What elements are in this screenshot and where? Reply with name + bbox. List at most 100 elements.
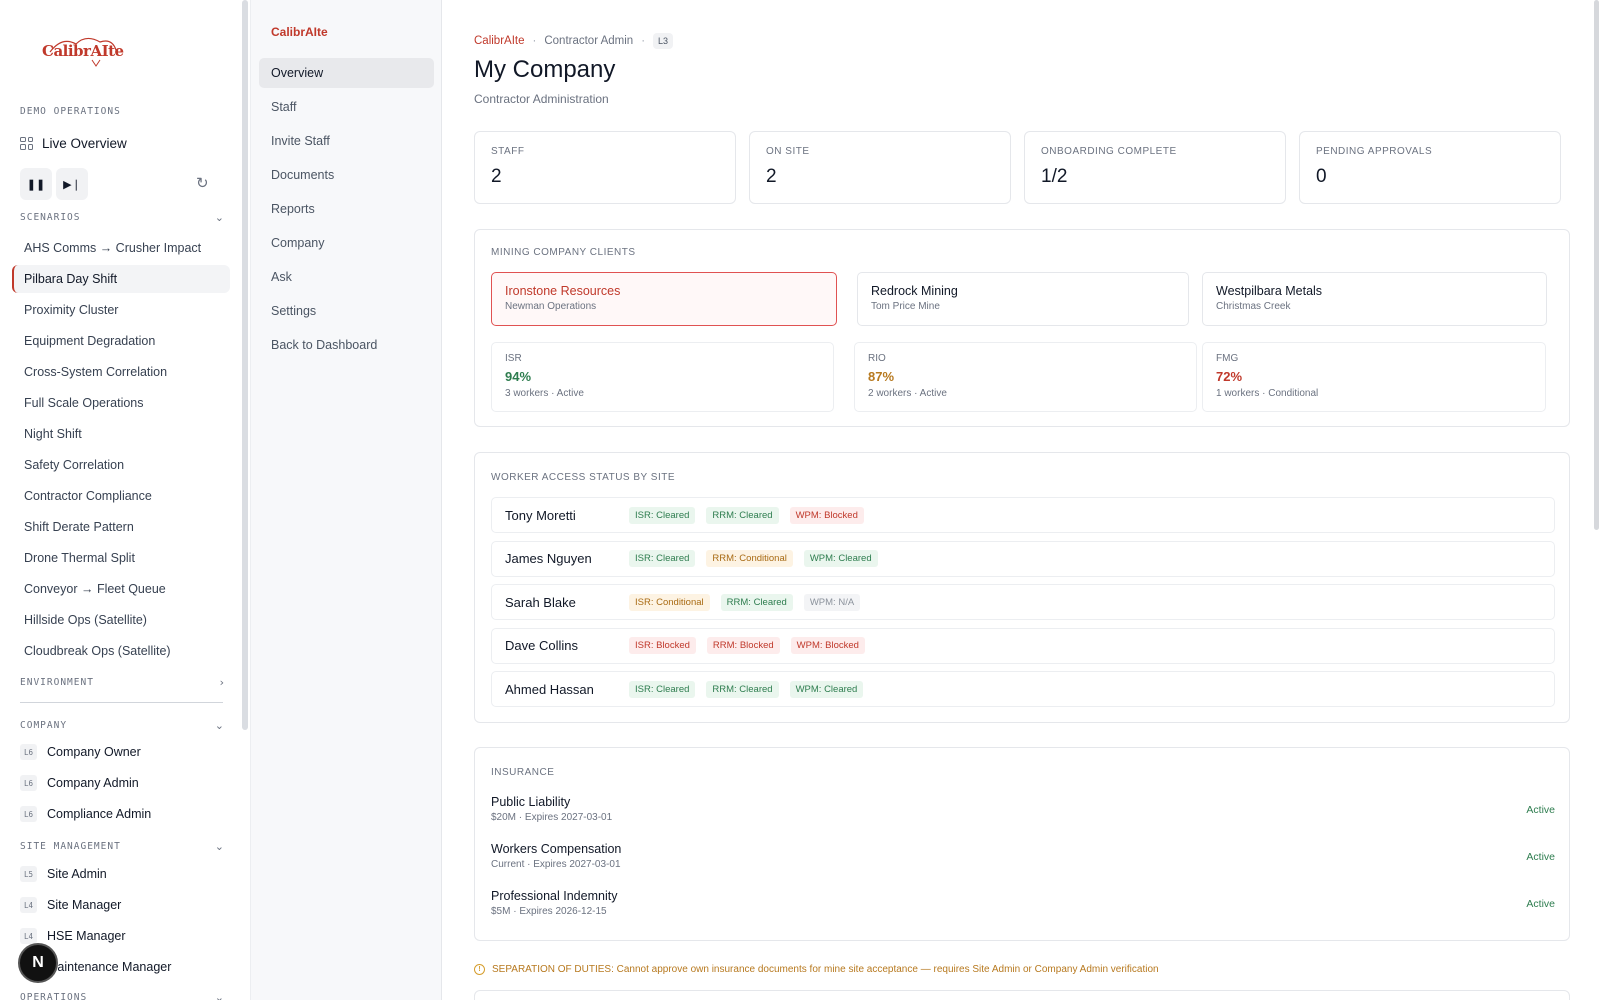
- role-label: Compliance Admin: [47, 807, 152, 821]
- main-content: CalibrAIte · Contractor Admin · L3 My Co…: [442, 0, 1600, 1000]
- scenario-item[interactable]: Drone Thermal Split: [24, 551, 135, 565]
- worker-row[interactable]: Dave Collins ISR: Blocked RRM: Blocked WPM:…: [491, 627, 1555, 664]
- section-operations[interactable]: OPERATIONS ⌄: [20, 991, 225, 1000]
- scenario-item[interactable]: Hillside Ops (Satellite): [24, 613, 147, 627]
- role-item[interactable]: L4 Site Manager: [20, 894, 121, 916]
- section-scenarios[interactable]: SCENARIOS ⌄: [20, 211, 225, 224]
- sidebar-scrollbar[interactable]: [242, 0, 248, 730]
- pause-button[interactable]: ❚❚: [20, 168, 52, 200]
- scenarios-heading: SCENARIOS: [20, 212, 81, 223]
- scenario-item[interactable]: Night Shift: [24, 427, 82, 441]
- subnav-item[interactable]: Company: [271, 236, 325, 250]
- skip-button[interactable]: ▶❘: [56, 168, 88, 200]
- subnav-item[interactable]: Reports: [271, 202, 315, 216]
- client-card[interactable]: Redrock Mining Tom Price Mine: [857, 272, 1189, 326]
- role-item[interactable]: L4 HSE Manager: [20, 925, 126, 947]
- company-heading: COMPANY: [20, 720, 68, 731]
- worker-name: Sarah Blake: [505, 594, 576, 610]
- insurance-heading: INSURANCE: [491, 767, 555, 778]
- stat-value: 2: [766, 166, 777, 187]
- stat-value: 0: [1316, 166, 1327, 187]
- policy-status: Active: [1526, 804, 1555, 816]
- subnav-item[interactable]: Back to Dashboard: [271, 338, 378, 352]
- client-compliance: FMG 72% 1 workers · Conditional: [1202, 342, 1546, 412]
- scenario-item[interactable]: Pilbara Day Shift: [12, 265, 230, 293]
- subnav-item[interactable]: Settings: [271, 304, 317, 318]
- subnav-item[interactable]: Invite Staff: [271, 134, 330, 148]
- role-label: Site Manager: [47, 898, 122, 912]
- scenario-item[interactable]: Equipment Degradation: [24, 334, 156, 348]
- client-site: Newman Operations: [505, 301, 597, 312]
- access-status-badge: ISR: Cleared: [629, 550, 696, 567]
- sidebar: CalibrAIte DEMO OPERATIONS Live Overview…: [0, 0, 250, 1000]
- worker-row[interactable]: Sarah Blake ISR: Conditional RRM: Cleared W…: [491, 584, 1555, 620]
- subnav-item[interactable]: Staff: [271, 100, 297, 114]
- skip-icon: ▶❘: [63, 178, 81, 191]
- scenario-item[interactable]: Proximity Cluster: [24, 303, 119, 317]
- scenario-item[interactable]: Contractor Compliance: [24, 489, 152, 503]
- chevron-down-icon: ⌄: [214, 991, 225, 1000]
- role-label: Company Admin: [47, 776, 139, 790]
- warning-icon: !: [474, 964, 485, 975]
- worker-row[interactable]: Tony Moretti ISR: Cleared RRM: Cleared WPM:…: [491, 497, 1555, 533]
- worker-row[interactable]: James Nguyen ISR: Cleared RRM: Conditional…: [491, 540, 1555, 577]
- stat-label: ONBOARDING COMPLETE: [1041, 146, 1177, 157]
- role-item[interactable]: L6 Company Admin: [20, 772, 139, 794]
- scenario-item[interactable]: Shift Derate Pattern: [24, 520, 134, 534]
- subnav-item[interactable]: Ask: [271, 270, 292, 284]
- scenario-item[interactable]: Full Scale Operations: [24, 396, 144, 410]
- access-status-badge: ISR: Cleared: [629, 680, 696, 698]
- stat-value: 1/2: [1041, 166, 1068, 187]
- role-item[interactable]: L6 Company Owner: [20, 741, 141, 763]
- chevron-down-icon: ⌄: [214, 840, 225, 853]
- scenario-item[interactable]: Cloudbreak Ops (Satellite): [24, 644, 171, 658]
- access-status-badge: ISR: Blocked: [629, 637, 696, 654]
- role-item[interactable]: L6 Compliance Admin: [20, 803, 151, 825]
- chevron-down-icon: ⌄: [214, 211, 225, 224]
- client-card[interactable]: Westpilbara Metals Christmas Creek: [1202, 272, 1547, 326]
- worker-row[interactable]: Ahmed Hassan ISR: Cleared RRM: Cleared WPM:…: [491, 671, 1555, 707]
- app-logo[interactable]: CalibrAIte: [42, 30, 124, 70]
- main-scrollbar[interactable]: [1594, 0, 1599, 530]
- scenario-item[interactable]: Cross-System Correlation: [24, 365, 168, 379]
- clients-heading: MINING COMPANY CLIENTS: [491, 247, 636, 258]
- breadcrumb-brand[interactable]: CalibrAIte: [474, 35, 525, 47]
- client-site: Tom Price Mine: [871, 301, 940, 312]
- section-company[interactable]: COMPANY ⌄: [20, 719, 225, 732]
- worker-name: Dave Collins: [505, 638, 578, 653]
- scenario-item[interactable]: Safety Correlation: [24, 458, 125, 472]
- scenario-item[interactable]: AHS Comms → Crusher Impact: [24, 241, 202, 255]
- level-badge: L4: [20, 897, 37, 913]
- policy-meta: $5M · Expires 2026-12-15: [491, 906, 607, 917]
- client-name: Westpilbara Metals: [1216, 284, 1323, 298]
- insurance-row[interactable]: Public Liability $20M · Expires 2027-03-0…: [491, 795, 1555, 831]
- nav-live-overview[interactable]: Live Overview: [20, 132, 127, 154]
- role-item[interactable]: L5 Site Admin: [20, 863, 107, 885]
- section-environment[interactable]: ENVIRONMENT ›: [20, 676, 225, 689]
- compliance-percent: 94%: [505, 369, 532, 384]
- section-demo-operations: DEMO OPERATIONS: [20, 106, 121, 117]
- compliance-meta: 1 workers · Conditional: [1216, 388, 1319, 399]
- compliance-code: FMG: [1216, 353, 1239, 364]
- client-compliance: ISR 94% 3 workers · Active: [491, 342, 834, 412]
- client-card[interactable]: Ironstone Resources Newman Operations: [491, 272, 837, 326]
- policy-name: Workers Compensation: [491, 842, 622, 856]
- subnav-item[interactable]: Overview: [259, 58, 434, 88]
- insurance-row[interactable]: Professional Indemnity $5M · Expires 2026…: [491, 889, 1555, 925]
- scenario-item[interactable]: Conveyor → Fleet Queue: [24, 582, 166, 596]
- role-label: Site Admin: [47, 867, 107, 881]
- insurance-row[interactable]: Workers Compensation Current · Expires 20…: [491, 842, 1555, 878]
- section-site-management[interactable]: SITE MANAGEMENT ⌄: [20, 840, 225, 853]
- avatar[interactable]: N: [18, 943, 58, 983]
- level-badge: L6: [20, 775, 37, 791]
- section-nav: CalibrAIte Overview Staff Invite Staff Docu…: [250, 0, 442, 1000]
- role-label: HSE Manager: [47, 929, 126, 943]
- breadcrumb-separator: ·: [641, 35, 646, 47]
- level-badge: L5: [20, 866, 37, 882]
- page-subtitle: Contractor Administration: [474, 92, 609, 106]
- subnav-brand: CalibrAIte: [271, 25, 328, 39]
- subnav-item[interactable]: Documents: [271, 168, 335, 182]
- access-status-badge: RRM: Cleared: [706, 506, 779, 524]
- client-name: Redrock Mining: [871, 284, 958, 298]
- reset-icon[interactable]: ↻: [196, 175, 209, 192]
